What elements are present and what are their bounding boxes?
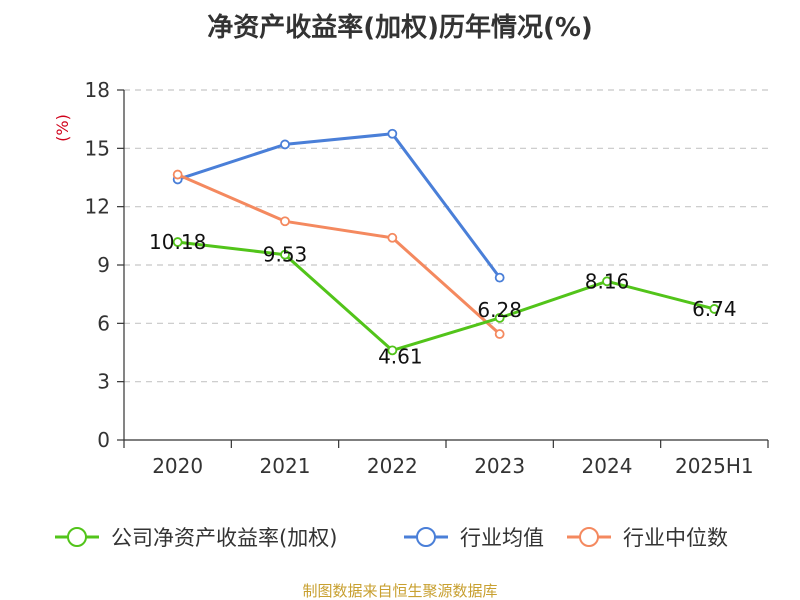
data-point[interactable] [280, 216, 290, 227]
legend-marker [416, 527, 436, 547]
legend-label: 公司净资产收益率(加权) [111, 526, 337, 550]
data-label: 6.74 [692, 297, 737, 321]
y-tick-label: 9 [97, 253, 110, 277]
y-tick-label: 3 [97, 370, 110, 394]
x-tick-label: 2021 [260, 454, 311, 478]
x-tick-label: 2020 [152, 454, 203, 478]
y-tick-label: 12 [85, 195, 110, 219]
series-lines [172, 128, 720, 356]
legend-marker [579, 527, 599, 547]
grid-lines [124, 89, 768, 383]
data-label: 9.53 [263, 243, 308, 267]
data-point[interactable] [494, 312, 505, 323]
data-point[interactable] [387, 345, 398, 356]
legend[interactable]: 公司净资产收益率(加权) 行业均值 行业中位数 [55, 526, 728, 550]
data-label: 4.61 [378, 344, 423, 368]
data-point[interactable] [387, 232, 398, 243]
y-axis-label: (%) [53, 114, 72, 142]
legend-item-2[interactable]: 行业中位数 [567, 526, 728, 550]
source-note: 制图数据来自恒生聚源数据库 [302, 582, 497, 600]
y-tick-label: 15 [85, 136, 110, 160]
series-line [177, 173, 501, 336]
y-tick-label: 0 [97, 428, 110, 452]
data-label: 6.28 [477, 298, 522, 322]
axes: 0 3 6 9 12 15 18 2020 2021 2022 2023 2024 2025H1 [85, 78, 769, 478]
data-point[interactable] [172, 237, 183, 247]
x-tick-label: 2022 [367, 454, 418, 478]
legend-item-0[interactable]: 公司净资产收益率(加权) [55, 526, 337, 550]
data-point[interactable] [280, 139, 290, 150]
y-tick-label: 6 [97, 311, 110, 335]
series-1 [172, 128, 505, 283]
data-point[interactable] [172, 169, 183, 180]
legend-label: 行业均值 [460, 526, 544, 550]
series-0 [172, 237, 720, 356]
data-labels: 10.18 9.53 4.61 6.28 8.16 6.74 [149, 230, 737, 368]
series-line [177, 240, 715, 352]
chart-title: 净资产收益率(加权)历年情况(%) [207, 12, 593, 43]
x-tick-label: 2023 [474, 454, 525, 478]
data-label: 10.18 [149, 230, 206, 254]
series-line [177, 132, 501, 279]
data-label: 8.16 [585, 269, 630, 293]
data-point[interactable] [387, 128, 398, 139]
series-2 [172, 169, 505, 339]
legend-label: 行业中位数 [623, 526, 728, 550]
y-tick-label: 18 [85, 78, 110, 102]
x-tick-label: 2025H1 [675, 454, 754, 478]
legend-marker [67, 527, 87, 547]
data-point[interactable] [494, 329, 505, 339]
data-point[interactable] [602, 276, 612, 287]
data-point[interactable] [494, 272, 505, 283]
data-point[interactable] [709, 304, 720, 314]
legend-item-1[interactable]: 行业均值 [404, 526, 544, 550]
x-tick-label: 2024 [582, 454, 633, 478]
data-point[interactable] [280, 249, 290, 260]
